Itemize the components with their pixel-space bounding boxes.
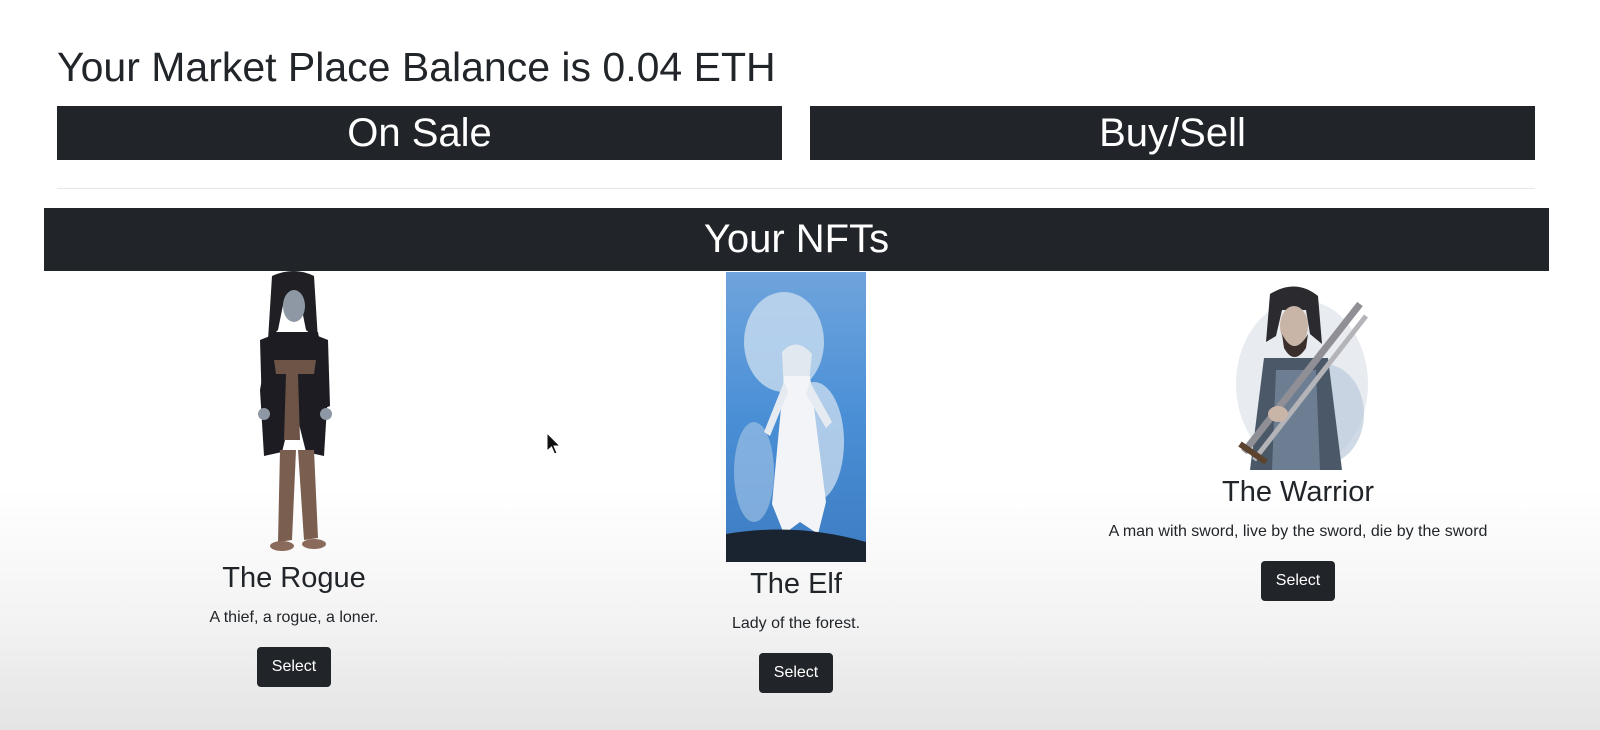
card-title: The Warrior [1222,476,1374,508]
select-button[interactable]: Select [758,653,834,693]
divider [57,188,1535,189]
rogue-image [258,271,332,551]
your-nfts-header: Your NFTs [44,208,1549,271]
on-sale-button[interactable]: On Sale [57,106,782,160]
nft-card-warrior: The Warrior A man with sword, live by th… [1038,274,1558,601]
select-button[interactable]: Select [1260,561,1336,601]
card-description: A man with sword, live by the sword, die… [1108,523,1488,540]
elf-image [726,272,866,562]
select-button[interactable]: Select [256,647,332,687]
buy-sell-button[interactable]: Buy/Sell [810,106,1535,160]
card-title: The Elf [750,568,842,600]
card-description: Lady of the forest. [731,615,861,632]
nft-card-elf: The Elf Lady of the forest. Select [646,272,946,693]
balance-heading: Your Market Place Balance is 0.04 ETH [57,44,776,90]
warrior-image [1236,286,1368,470]
card-description: A thief, a rogue, a loner. [209,609,379,626]
card-title: The Rogue [222,562,366,594]
mouse-cursor-icon [546,432,562,455]
nft-card-rogue: The Rogue A thief, a rogue, a loner. Sel… [144,270,444,687]
